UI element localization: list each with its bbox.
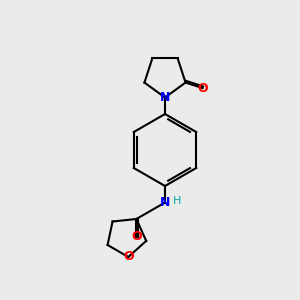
Text: H: H — [172, 196, 181, 206]
Text: N: N — [160, 196, 170, 209]
Text: O: O — [123, 250, 134, 263]
Text: O: O — [131, 230, 142, 244]
Text: N: N — [160, 91, 170, 104]
Text: O: O — [197, 82, 208, 94]
